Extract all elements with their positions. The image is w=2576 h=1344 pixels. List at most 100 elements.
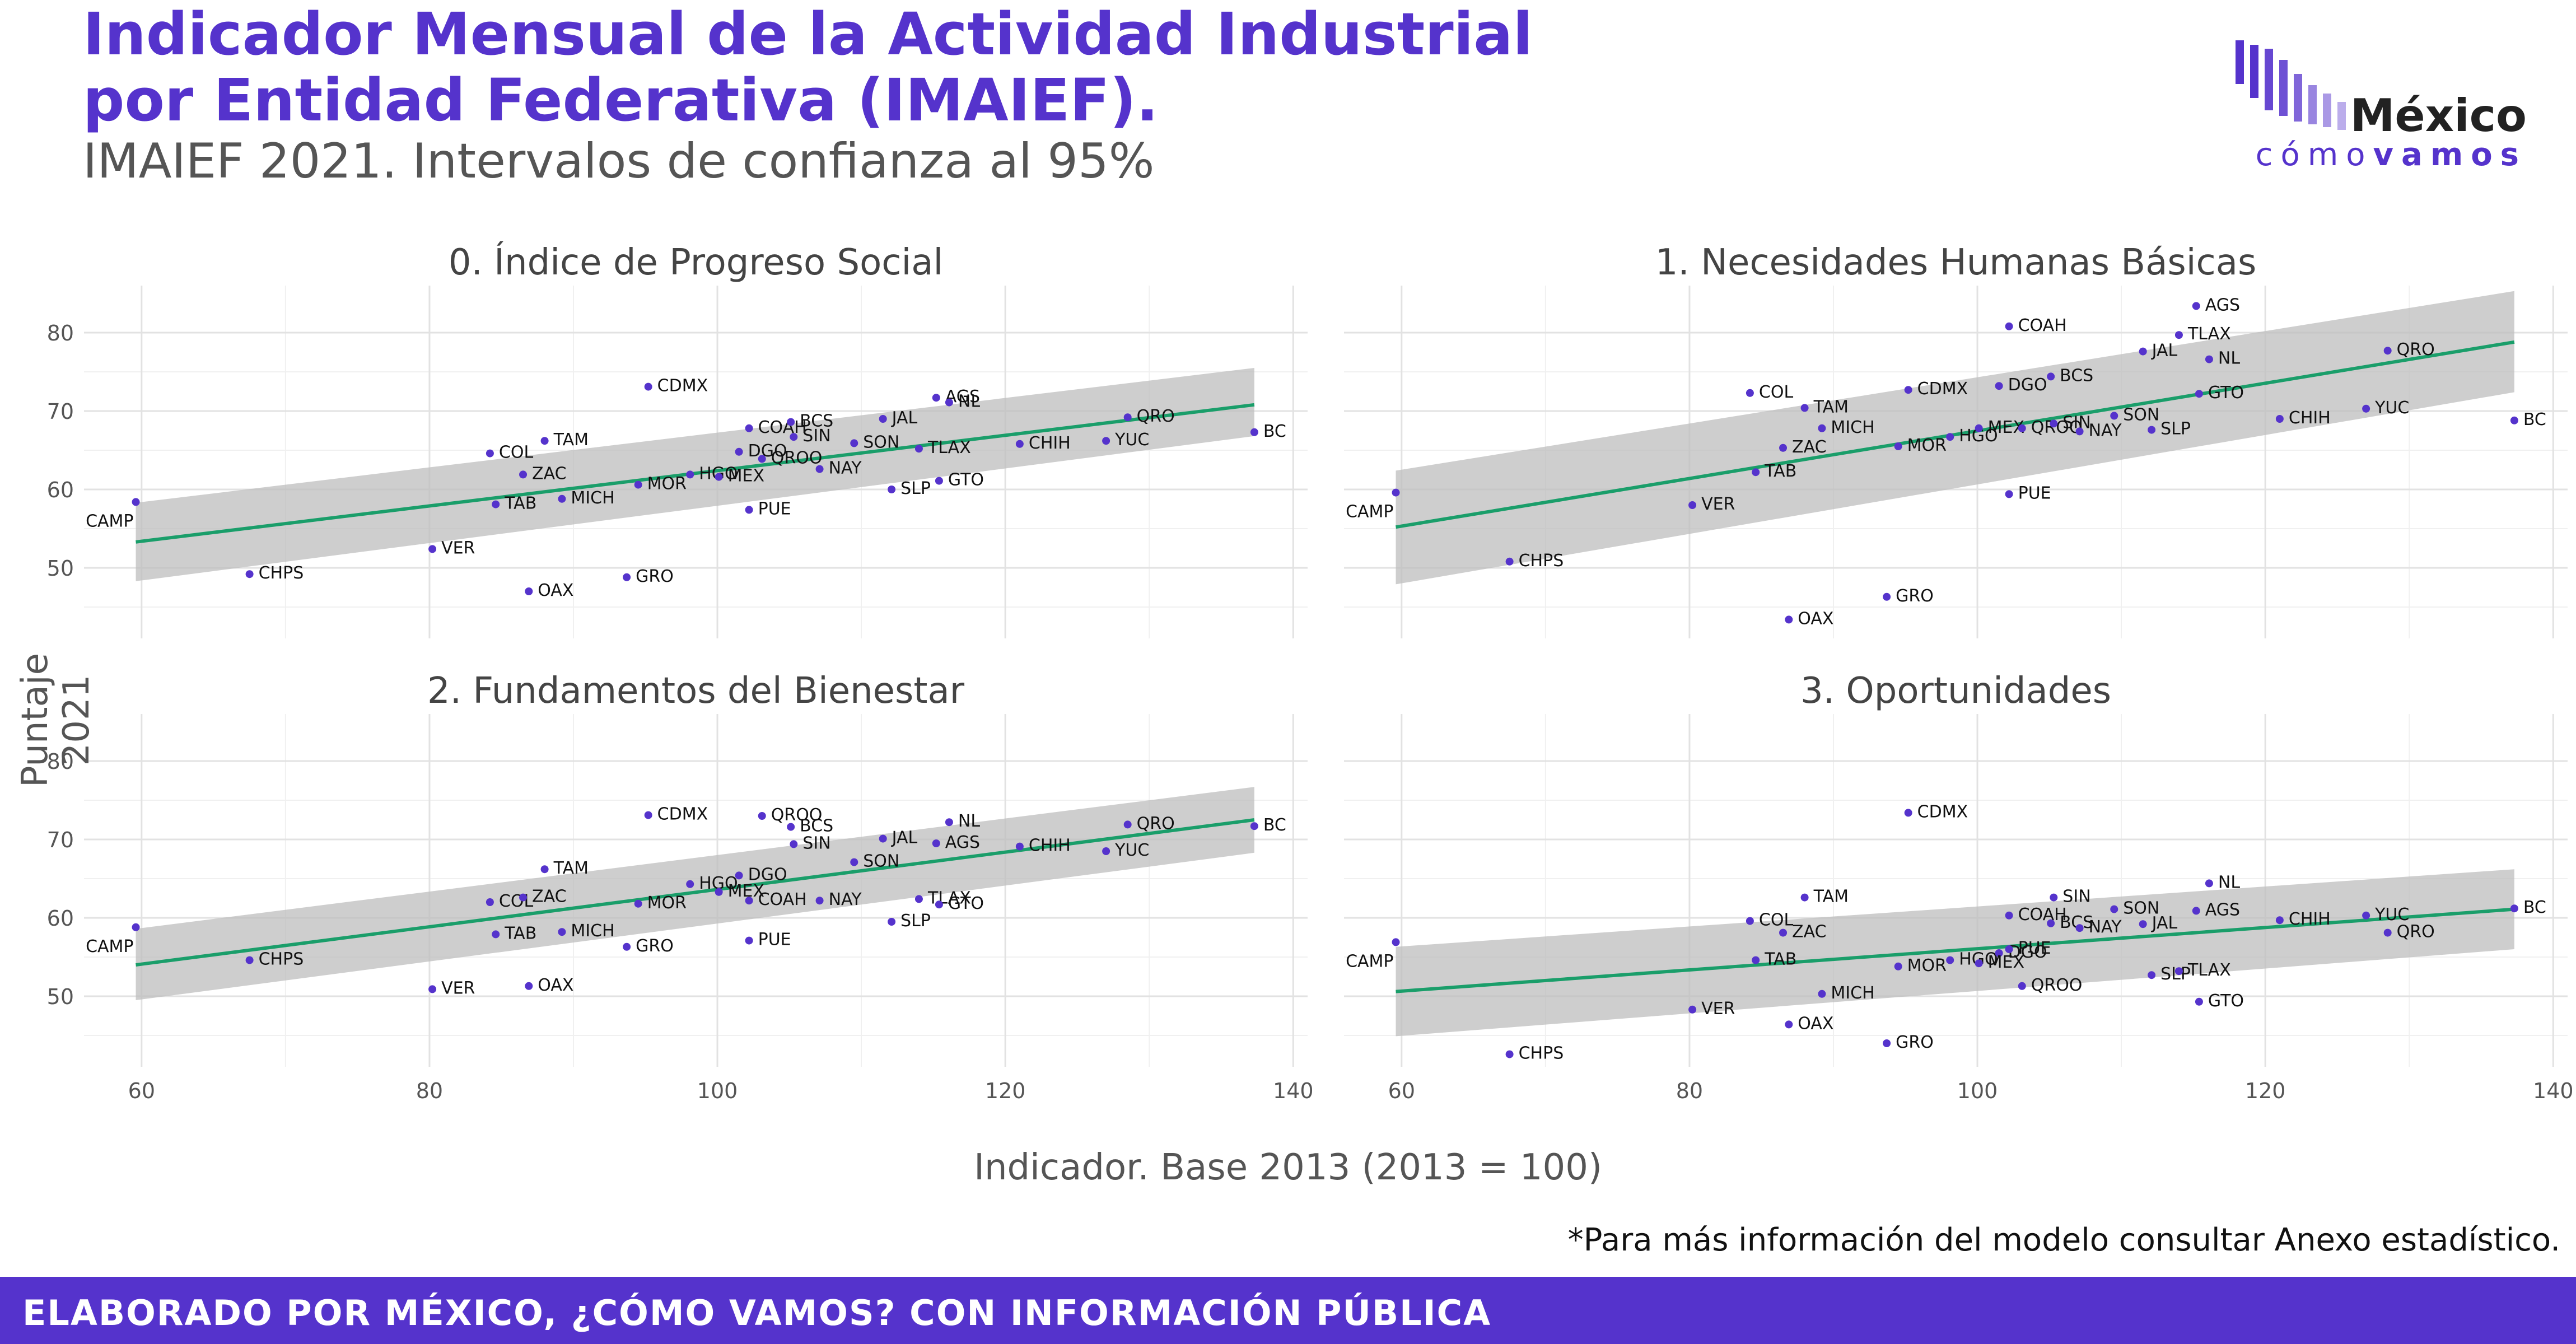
regression-line <box>1396 907 2515 993</box>
data-point <box>2139 347 2147 356</box>
point-label: AGS <box>2205 900 2240 920</box>
data-point <box>1752 956 1760 964</box>
data-point <box>1746 917 1754 925</box>
data-point <box>1102 847 1110 855</box>
data-point <box>686 470 694 479</box>
y-axis-label: Puntaje 2021 <box>15 652 97 788</box>
point-label: TAB <box>1764 461 1796 481</box>
point-label: TAM <box>553 858 589 878</box>
point-label: NAY <box>2089 917 2122 937</box>
point-label: TLAX <box>2187 324 2231 344</box>
point-label: COL <box>499 892 534 911</box>
point-label: GRO <box>1896 1033 1934 1052</box>
point-label: QROO <box>2031 976 2083 995</box>
data-point <box>1779 928 1788 937</box>
point-label: QROO <box>771 448 823 468</box>
regression-line <box>136 403 1255 544</box>
point-label: DGO <box>748 441 787 461</box>
logo-word-vamos: vamos <box>2373 137 2527 173</box>
data-point <box>2050 419 2058 428</box>
data-point <box>1975 959 1983 968</box>
point-label: TAB <box>504 923 536 943</box>
point-label: ZAC <box>1792 437 1827 457</box>
x-tick-label: 120 <box>985 1079 1026 1103</box>
logo-word-como-vamos: cómovamos <box>2256 137 2527 173</box>
data-point <box>2047 372 2055 381</box>
data-point <box>815 465 824 473</box>
point-label: COAH <box>758 890 807 909</box>
point-label: GRO <box>636 567 674 586</box>
point-label: CHIH <box>1029 433 1071 453</box>
point-label: NL <box>2218 872 2240 892</box>
point-label: DGO <box>2008 942 2047 962</box>
data-point <box>2005 911 2013 920</box>
x-tick-label: 120 <box>2245 1079 2286 1103</box>
data-point <box>245 956 254 964</box>
point-label: MOR <box>1907 436 1947 455</box>
y-tick-label: 60 <box>47 906 74 931</box>
data-point <box>644 382 652 391</box>
point-label: BC <box>1263 422 1286 441</box>
point-label: PUE <box>2018 483 2051 503</box>
point-label: PUE <box>758 930 791 950</box>
point-label: TLAX <box>927 438 971 458</box>
data-point <box>1904 386 1912 394</box>
footer-text: ELABORADO POR MÉXICO, ¿CÓMO VAMOS? CON I… <box>22 1292 1492 1333</box>
point-label: YUC <box>2374 398 2409 418</box>
point-label: MICH <box>571 921 614 941</box>
point-label: NL <box>958 392 980 412</box>
data-point <box>745 424 753 432</box>
y-tick-label: 80 <box>47 749 74 774</box>
point-label: CHIH <box>2289 909 2331 929</box>
point-label: ZAC <box>532 887 567 907</box>
data-point <box>2510 416 2518 424</box>
point-label: MICH <box>1831 418 1874 437</box>
data-point <box>2362 911 2370 920</box>
point-label: MEX <box>1988 953 2024 972</box>
x-tick-label: 140 <box>1273 1079 1314 1103</box>
point-label: QRO <box>1137 407 1175 426</box>
data-point <box>492 500 500 508</box>
data-point <box>1392 938 1400 946</box>
data-point <box>623 573 631 581</box>
data-point <box>745 897 753 905</box>
point-label: CDMX <box>1917 802 1968 822</box>
data-point <box>1946 433 1954 441</box>
point-label: NAY <box>829 459 862 478</box>
y-tick-label: 50 <box>47 984 74 1009</box>
data-point <box>2362 404 2370 413</box>
data-point <box>787 823 795 831</box>
point-label: SIN <box>2062 887 2090 907</box>
data-point <box>879 415 887 423</box>
data-point <box>634 899 642 908</box>
point-label: TLAX <box>2187 960 2231 980</box>
data-point <box>1015 842 1024 851</box>
data-point <box>715 888 723 896</box>
data-point <box>787 418 795 426</box>
data-point <box>2005 945 2013 953</box>
data-point <box>2110 412 2118 420</box>
point-label: SIN <box>802 426 830 446</box>
point-label: SON <box>2123 899 2159 918</box>
point-label: SLP <box>2160 419 2191 439</box>
data-point <box>2148 971 2156 979</box>
point-label: CHPS <box>1519 1044 1564 1063</box>
point-label: YUC <box>2374 905 2409 925</box>
point-label: MEX <box>728 881 764 901</box>
data-point <box>623 942 631 951</box>
data-point <box>2275 916 2284 925</box>
x-tick-label: 140 <box>2533 1079 2574 1103</box>
point-label: CHPS <box>259 950 304 969</box>
data-point <box>1779 444 1788 452</box>
point-label: CDMX <box>1917 379 1968 399</box>
point-label: NAY <box>829 890 862 909</box>
point-label: BC <box>2523 898 2546 917</box>
point-label: COAH <box>2018 316 2067 335</box>
data-point <box>745 506 753 514</box>
confidence-band <box>1396 869 2514 1037</box>
point-label: TLAX <box>927 888 971 908</box>
data-point <box>1894 442 1902 450</box>
point-label: CAMP <box>1346 502 1393 522</box>
point-label: PUE <box>758 499 791 519</box>
point-label: NAY <box>2089 421 2122 440</box>
